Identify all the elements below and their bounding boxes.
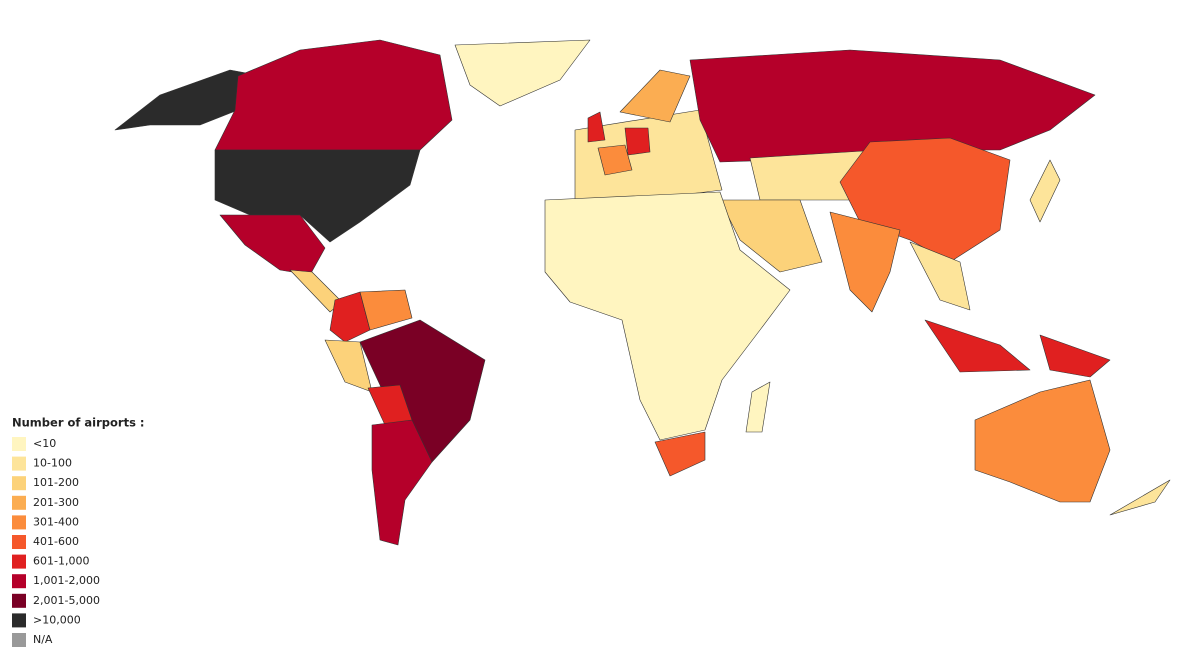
legend-swatch bbox=[12, 633, 26, 647]
legend: Number of airports : <10 10-100 101-200 201… bbox=[12, 416, 145, 647]
south-africa bbox=[654, 431, 706, 477]
colombia bbox=[329, 291, 371, 343]
legend-swatch bbox=[12, 495, 26, 510]
japan bbox=[1029, 159, 1061, 223]
legend-label: >10,000 bbox=[33, 613, 81, 626]
legend-label: 10-100 bbox=[33, 457, 72, 470]
legend-swatch bbox=[12, 554, 26, 569]
papua-new-guinea bbox=[1039, 334, 1111, 378]
africa bbox=[544, 191, 791, 441]
legend-swatch bbox=[12, 574, 26, 589]
legend-swatch bbox=[12, 515, 26, 530]
greenland bbox=[454, 39, 591, 107]
legend-swatch bbox=[12, 613, 26, 628]
legend-label: 201-300 bbox=[33, 496, 79, 509]
australia bbox=[974, 379, 1111, 503]
new-zealand bbox=[1109, 479, 1171, 516]
legend-label: <10 bbox=[33, 437, 56, 450]
southeast-asia bbox=[909, 241, 971, 311]
legend-label: 2,001-5,000 bbox=[33, 594, 100, 607]
legend-label: 401-600 bbox=[33, 535, 79, 548]
russia bbox=[689, 49, 1096, 163]
legend-title: Number of airports : bbox=[12, 416, 145, 430]
india bbox=[829, 211, 901, 313]
canada bbox=[214, 39, 453, 151]
usa bbox=[214, 149, 421, 243]
madagascar bbox=[745, 381, 771, 433]
legend-label: N/A bbox=[33, 633, 53, 646]
legend-swatch bbox=[12, 593, 26, 608]
mexico bbox=[219, 214, 326, 276]
legend-swatch bbox=[12, 437, 26, 451]
countries bbox=[114, 39, 1171, 546]
indonesia bbox=[924, 319, 1031, 373]
legend-label: 1,001-2,000 bbox=[33, 574, 100, 587]
legend-swatch bbox=[12, 456, 26, 471]
middle-east bbox=[719, 199, 823, 273]
scandinavia bbox=[619, 69, 691, 123]
legend-label: 301-400 bbox=[33, 515, 79, 528]
legend-swatch bbox=[12, 476, 26, 491]
argentina bbox=[371, 419, 433, 546]
uk bbox=[587, 111, 606, 143]
legend-label: 601-1,000 bbox=[33, 555, 89, 568]
legend-label: 101-200 bbox=[33, 476, 79, 489]
venezuela bbox=[359, 289, 413, 331]
legend-swatch bbox=[12, 535, 26, 549]
germany bbox=[624, 127, 651, 156]
france bbox=[597, 144, 633, 176]
